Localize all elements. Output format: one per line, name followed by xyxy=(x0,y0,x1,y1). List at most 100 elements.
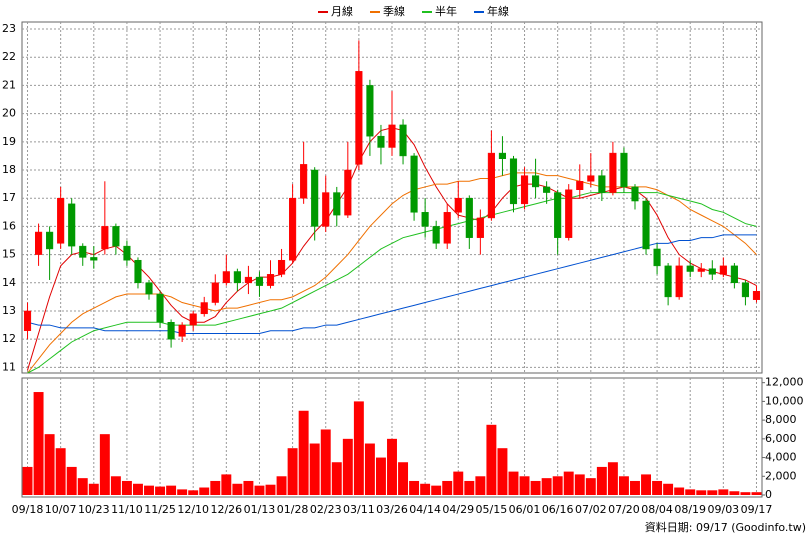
volume-bar xyxy=(630,480,640,495)
x-tick-label: 12/26 xyxy=(210,503,242,516)
candle-body xyxy=(432,226,440,244)
candle-body xyxy=(200,302,208,315)
candle-body xyxy=(311,169,319,227)
note: 資料日期: 09/17 (Goodinfo.tw) xyxy=(645,520,806,534)
y-tick-label: 11 xyxy=(2,360,16,373)
candle-body xyxy=(46,231,54,250)
candle-body xyxy=(675,265,683,298)
x-tick-label: 11/25 xyxy=(144,503,176,516)
candle-body xyxy=(642,200,650,250)
volume-bar xyxy=(707,490,718,495)
volume-bar xyxy=(596,466,607,495)
candle-body xyxy=(300,164,308,199)
x-tick-label: 07/02 xyxy=(575,503,607,516)
candle-body xyxy=(156,293,164,323)
candle-body xyxy=(344,169,352,216)
x-tick-label: 09/03 xyxy=(707,503,739,516)
x-tick-label: 10/07 xyxy=(45,503,77,516)
volume-bar xyxy=(309,443,320,495)
candle-body xyxy=(134,259,142,284)
volume-tick-label: 10,000 xyxy=(765,394,804,407)
y-tick-label: 13 xyxy=(2,304,16,317)
candle-body xyxy=(333,192,341,216)
ma-line xyxy=(27,234,757,335)
volume-bar xyxy=(55,448,66,495)
volume-bar xyxy=(431,485,442,495)
volume-bar xyxy=(99,434,110,495)
volume-bar xyxy=(342,438,353,495)
volume-bar xyxy=(497,448,508,495)
x-tick-label: 09/18 xyxy=(12,503,44,516)
volume-bar xyxy=(320,429,331,495)
volume-bar xyxy=(232,483,243,495)
volume-bar xyxy=(663,483,674,495)
volume-bar xyxy=(254,485,265,495)
candle-body xyxy=(554,192,562,238)
volume-bar xyxy=(210,480,221,495)
candle-body xyxy=(57,197,65,244)
candle-body xyxy=(79,245,87,258)
candle-body xyxy=(222,271,230,284)
candle-body xyxy=(741,282,749,298)
candle-body xyxy=(509,158,518,205)
x-tick-label: 12/10 xyxy=(177,503,209,516)
candle-body xyxy=(532,175,540,188)
volume-bar xyxy=(375,457,386,495)
candle-body xyxy=(752,290,761,300)
volume-bar xyxy=(574,474,585,495)
candle-body xyxy=(167,322,175,340)
x-tick-label: 04/14 xyxy=(409,503,441,516)
x-tick-label: 09/17 xyxy=(741,503,773,516)
candle-body xyxy=(266,274,275,286)
volume-bar xyxy=(585,478,596,495)
x-tick-label: 11/10 xyxy=(111,503,143,516)
volume-bar xyxy=(22,466,33,495)
volume-bar xyxy=(442,480,453,495)
volume-bar xyxy=(110,476,121,495)
candle-body xyxy=(255,276,264,286)
volume-bar xyxy=(387,438,397,495)
candle-body xyxy=(719,265,727,275)
y-tick-label: 14 xyxy=(2,276,16,289)
volume-tick-label: 2,000 xyxy=(765,469,797,482)
candle-body xyxy=(576,181,584,190)
volume-bar xyxy=(674,487,685,495)
volume-bar xyxy=(420,483,431,495)
candle-body xyxy=(598,175,606,193)
y-tick-label: 15 xyxy=(2,248,16,261)
x-tick-label: 08/04 xyxy=(641,503,673,516)
volume-bar xyxy=(177,489,188,495)
volume-bar xyxy=(696,490,707,495)
volume-tick-label: 8,000 xyxy=(765,413,797,426)
volume-bar xyxy=(508,471,519,495)
volume-tick-label: 0 xyxy=(765,488,772,501)
volume-bar xyxy=(265,484,276,495)
y-tick-label: 23 xyxy=(2,22,16,35)
volume-bar xyxy=(541,478,552,495)
x-tick-label: 01/13 xyxy=(244,503,276,516)
y-tick-label: 12 xyxy=(2,332,16,345)
volume-bar xyxy=(519,476,530,495)
x-tick-label: 03/26 xyxy=(376,503,408,516)
volume-bar xyxy=(121,480,132,495)
y-tick-label: 18 xyxy=(2,163,16,176)
candle-body xyxy=(465,197,473,238)
candle-body xyxy=(487,152,495,219)
candle-body xyxy=(123,245,131,261)
volume-bar xyxy=(66,466,77,495)
candle-body xyxy=(211,282,219,303)
candle-body xyxy=(708,268,716,275)
volume-bar xyxy=(287,448,298,495)
candle-body xyxy=(366,85,374,137)
volume-bar xyxy=(298,410,309,495)
candle-body xyxy=(244,276,252,284)
volume-bar xyxy=(652,480,663,495)
volume-bar xyxy=(398,462,409,495)
y-tick-label: 20 xyxy=(2,107,16,120)
candle-body xyxy=(322,192,330,227)
y-tick-label: 22 xyxy=(2,50,16,63)
volume-bar xyxy=(641,474,651,495)
volume-bar xyxy=(33,392,44,495)
volume-bar xyxy=(618,476,629,495)
